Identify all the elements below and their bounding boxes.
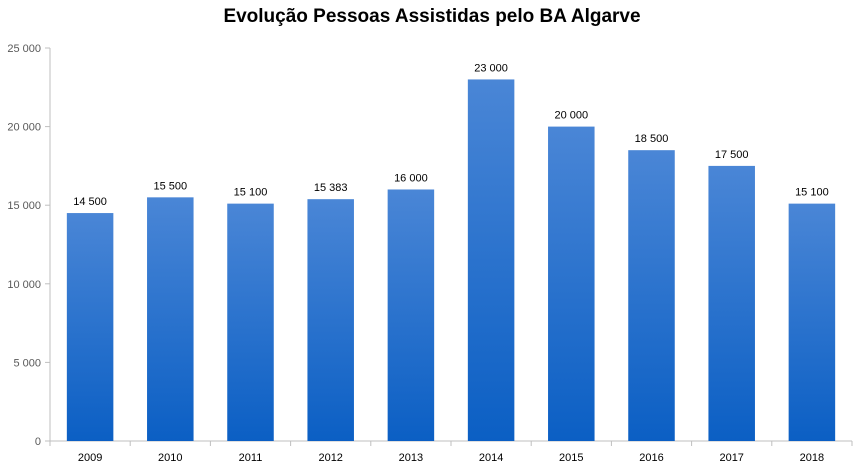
- x-tick-label-2011: 2011: [239, 452, 263, 464]
- y-tick-label: 25 000: [7, 43, 41, 55]
- data-label-2015: 20 000: [554, 110, 588, 122]
- data-label-2009: 14 500: [73, 196, 107, 208]
- data-label-2011: 15 100: [234, 187, 268, 199]
- y-tick-label: 5 000: [13, 357, 41, 369]
- bar-2014: [467, 79, 515, 441]
- data-label-2016: 18 500: [635, 133, 669, 145]
- x-tick-label-2010: 2010: [158, 452, 182, 464]
- data-label-2010: 15 500: [153, 180, 187, 192]
- chart-title: Evolução Pessoas Assistidas pelo BA Alga…: [223, 6, 641, 27]
- bar-2017: [708, 165, 755, 441]
- x-tick-label-2009: 2009: [78, 452, 102, 464]
- bar-2018: [788, 203, 836, 441]
- bar-2015: [548, 126, 595, 441]
- x-tick-label-2017: 2017: [719, 452, 743, 464]
- x-tick-label-2015: 2015: [559, 452, 583, 464]
- bar-2011: [227, 203, 274, 441]
- y-tick-label: 20 000: [7, 122, 41, 134]
- y-tick-label: 15 000: [7, 200, 41, 212]
- x-tick-label-2013: 2013: [399, 452, 423, 464]
- y-tick-label: 0: [35, 436, 41, 448]
- x-tick-label-2016: 2016: [639, 452, 663, 464]
- labels: 14 500 2009 15 500 2010 15 100 2011 15 383 2012…: [73, 62, 828, 464]
- bar-2013: [387, 189, 435, 441]
- bar-2012: [307, 199, 354, 441]
- x-tick-label-2018: 2018: [800, 452, 824, 464]
- data-label-2017: 17 500: [715, 149, 749, 161]
- data-label-2013: 16 000: [394, 172, 428, 184]
- data-label-2014: 23 000: [474, 62, 508, 74]
- x-tick-label-2012: 2012: [318, 452, 342, 464]
- bars: [66, 79, 836, 441]
- y-tick-label: 10 000: [7, 279, 41, 291]
- axes: 0 5 000 10 000 15 000 20 000 25 000: [7, 43, 853, 448]
- data-label-2012: 15 383: [314, 182, 348, 194]
- bar-2016: [628, 150, 675, 441]
- bar-2010: [147, 197, 194, 441]
- data-label-2018: 15 100: [795, 187, 829, 199]
- x-tick-label-2014: 2014: [479, 452, 503, 464]
- bar-2009: [66, 213, 114, 441]
